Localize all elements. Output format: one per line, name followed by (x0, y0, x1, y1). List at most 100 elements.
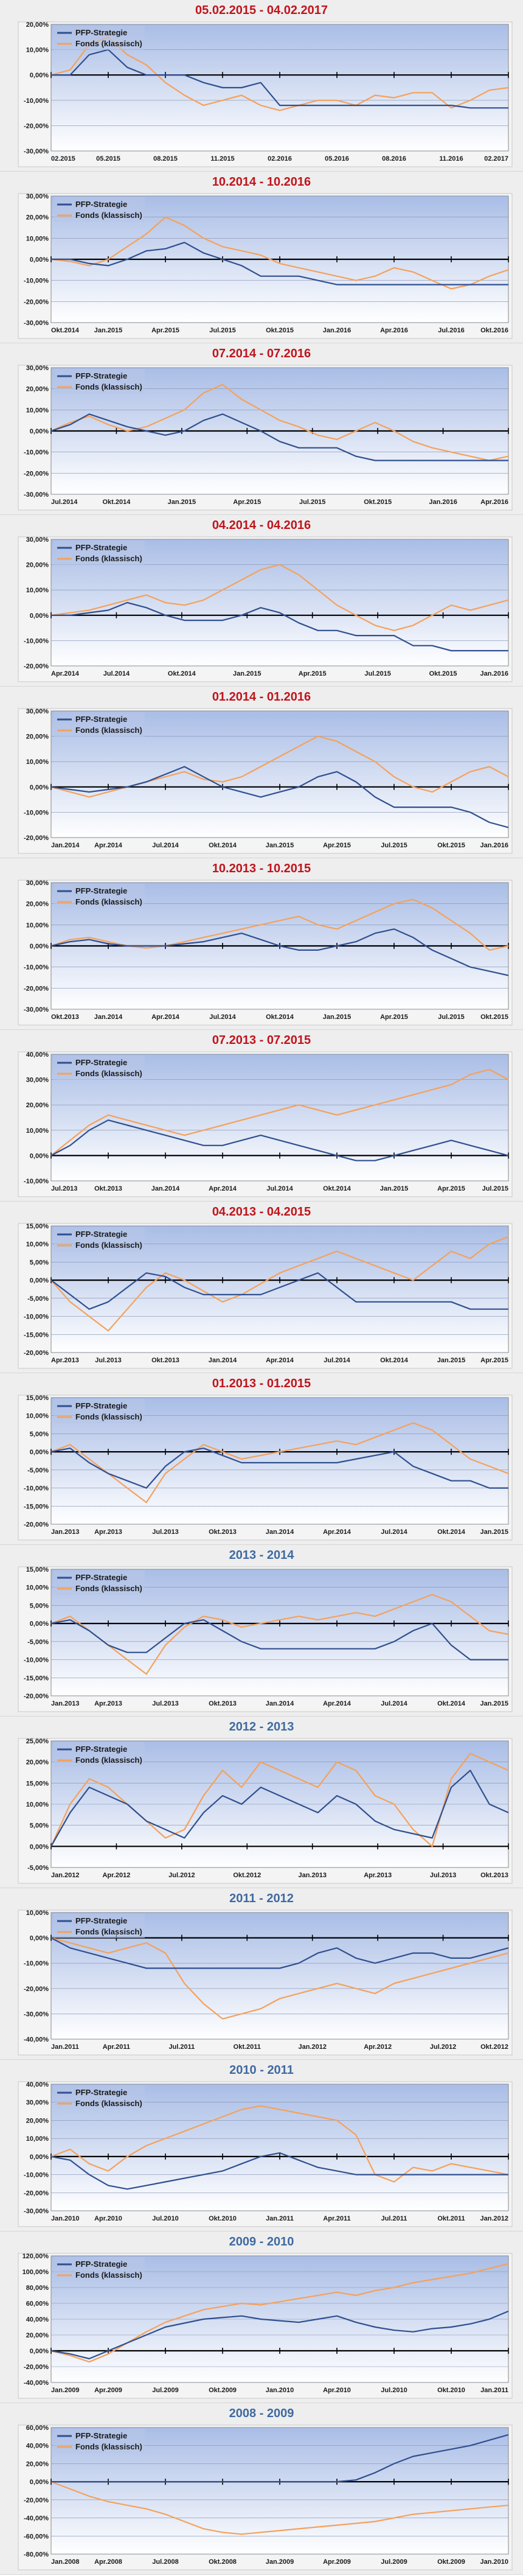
y-tick-label: 0,00% (30, 612, 49, 620)
y-tick-label: -80,00% (24, 2551, 49, 2558)
x-tick-label: Okt.2014 (266, 1013, 294, 1021)
x-tick-label: Okt.2013 (94, 1185, 122, 1192)
chart-panel: 2008 - 2009 60,00% 40,00% 20,00% 0,00% -20,00… (0, 2403, 523, 2575)
chart-svg: 30,00%20,00%10,00%0,00%-10,00%-20,00%Jan… (18, 708, 513, 854)
x-tick-label: Jul.2013 (95, 1357, 121, 1364)
series-line-strategy (50, 2152, 508, 2190)
x-tick-label: Jan.2014 (209, 1357, 237, 1364)
legend (54, 26, 145, 50)
x-tick-label: Apr.2014 (323, 1528, 352, 1536)
y-tick-label: 10,00% (26, 922, 49, 929)
legend-label-strategy: PFP-Strategie (75, 1573, 127, 1582)
legend-label-fund: Fonds (klassisch) (75, 1755, 142, 1765)
legend-label-fund: Fonds (klassisch) (75, 1241, 142, 1250)
y-tick-label: 0,00% (30, 72, 49, 79)
y-tick-label: -20,00% (24, 470, 49, 477)
x-tick-label: 11.2015 (210, 155, 234, 163)
x-tick-label: 02.2016 (268, 155, 292, 163)
x-tick-label: Okt.2012 (480, 2043, 508, 2051)
x-tick-label: Okt.2012 (233, 1872, 261, 1879)
y-tick-label: 10,00% (26, 47, 49, 54)
y-tick-label: -5,00% (27, 1467, 49, 1474)
y-tick-label: -30,00% (24, 2208, 49, 2215)
x-tick-label: Okt.2015 (480, 1013, 508, 1021)
y-tick-label: -40,00% (24, 2515, 49, 2522)
series-line-strategy (51, 2434, 509, 2483)
y-tick-label: -15,00% (24, 1503, 49, 1510)
chart-svg: 30,00% 20,00% 10,00% 0,00% -10,00% -20,00% -30… (18, 880, 513, 1026)
chart-title: 07.2013 - 07.2015 (212, 1034, 311, 1047)
x-tick-label: Jul.2010 (381, 2387, 407, 2394)
y-tick-label: 10,00% (26, 1909, 49, 1917)
y-tick-label: -60,00% (24, 2533, 49, 2540)
x-tick-label: Okt.2015 (364, 499, 392, 506)
x-tick-label: Jul.2014 (324, 1357, 350, 1364)
y-tick-label: -10,00% (24, 1178, 49, 1185)
chart-svg: 40,00% 30,00% 20,00% 10,00% 0,00% -10,00% -20,… (18, 2081, 513, 2227)
chart-title: 04.2013 - 04.2015 (212, 1205, 311, 1219)
chart-panel: 04.2013 - 04.2015 15,00% 10,00% 5,00% 0,00% -… (0, 1202, 523, 1373)
y-tick-label: -20,00% (24, 2189, 49, 2197)
x-tick-label: Jul.2013 (152, 1528, 178, 1536)
x-tick-label: Jan.2015 (233, 670, 261, 677)
chart-title: 04.2014 - 04.2016 (212, 519, 311, 532)
x-tick-label: Jan.2014 (151, 1185, 180, 1192)
y-tick-label: -30,00% (24, 1006, 49, 1013)
x-tick-label: Apr.2014 (209, 1185, 237, 1192)
legend-label-strategy: PFP-Strategie (75, 543, 127, 552)
x-tick-label: Okt.2014 (51, 327, 80, 334)
chart-svg: 25,00% 20,00% 15,00% 10,00% 5,00% 0,00% -5,00%… (18, 1738, 513, 1884)
x-tick-label: Jul.2015 (209, 327, 235, 334)
x-tick-label: Okt.2013 (209, 1528, 237, 1536)
y-tick-label: 120,00% (23, 2253, 49, 2260)
x-tick-label: Okt.2014 (323, 1185, 352, 1192)
y-tick-label: 60,00% (26, 2424, 49, 2432)
legend (54, 2085, 145, 2110)
legend-label-strategy: PFP-Strategie (75, 1401, 127, 1410)
x-tick-label: Okt.2014 (168, 670, 196, 677)
chart-title: 2013 - 2014 (229, 1549, 294, 1562)
legend-label-fund: Fonds (klassisch) (75, 382, 142, 391)
y-tick-label: -20,00% (24, 1986, 49, 1993)
chart-panel: 2010 - 2011 40,00% 30,00% 20,00% 10,00% 0,00%… (0, 2060, 523, 2231)
x-tick-label: Jul.2014 (152, 842, 179, 849)
chart-svg: 30,00% 20,00% 10,00% 0,00% -10,00% -20,00% -30… (18, 193, 513, 339)
x-tick-label: Okt.2013 (151, 1357, 179, 1364)
x-tick-label: Jan.2010 (480, 2558, 508, 2566)
chart-svg: 30,00%20,00%10,00%0,00%-10,00%-20,00%Apr… (18, 536, 513, 682)
y-tick-label: 20,00% (26, 733, 49, 741)
x-tick-label: Jul.2015 (482, 1185, 508, 1192)
chart-panel: 2012 - 2013 25,00% 20,00% 15,00% 10,00% 5,00%… (0, 1717, 523, 1888)
legend-label-strategy: PFP-Strategie (75, 2259, 127, 2269)
x-tick-label: Jul.2014 (381, 1700, 407, 1707)
chart-title: 10.2014 - 10.2016 (212, 175, 311, 189)
legend-label-strategy: PFP-Strategie (75, 1230, 127, 1239)
chart-panel: 10.2014 - 10.2016 30,00% 20,00% 10,00% 0,00%… (0, 172, 523, 343)
y-tick-label: 30,00% (26, 365, 49, 372)
y-tick-label: 0,00% (30, 1449, 49, 1456)
x-tick-label: Okt.2014 (437, 1528, 466, 1536)
legend-label-strategy: PFP-Strategie (75, 2088, 127, 2097)
y-tick-label: 25,00% (26, 1738, 49, 1745)
x-tick-label: Jan.2015 (380, 1185, 408, 1192)
y-tick-label: 20,00% (26, 2332, 49, 2339)
x-tick-label: Jan.2014 (266, 1700, 294, 1707)
series-line-fund (50, 1068, 509, 1157)
x-tick-label: Okt.2009 (437, 2558, 465, 2566)
legend-label-strategy: PFP-Strategie (75, 1058, 127, 1067)
x-tick-label: Apr.2013 (364, 1872, 392, 1879)
chart-title: 2012 - 2013 (229, 1720, 294, 1734)
legend-label-strategy: PFP-Strategie (75, 28, 127, 37)
x-tick-label: Jan.2012 (51, 1872, 79, 1879)
x-tick-label: Jan.2011 (480, 2387, 508, 2394)
y-tick-label: 20,00% (26, 21, 49, 29)
y-tick-label: 20,00% (26, 2117, 49, 2124)
series-line-fund (50, 36, 509, 111)
chart-title: 2008 - 2009 (229, 2407, 294, 2420)
x-tick-label: Jan.2013 (51, 1528, 79, 1536)
y-tick-label: -5,00% (27, 1864, 49, 1872)
legend (54, 712, 145, 737)
y-tick-label: -20,00% (24, 2497, 49, 2504)
chart-panel: 2009 - 2010 120,00% 100,00% 80,00% 60,00% 40,… (0, 2231, 523, 2403)
chart-panel: 04.2014 - 04.2016 30,00% 20,00% 10,00% 0,00%… (0, 515, 523, 687)
